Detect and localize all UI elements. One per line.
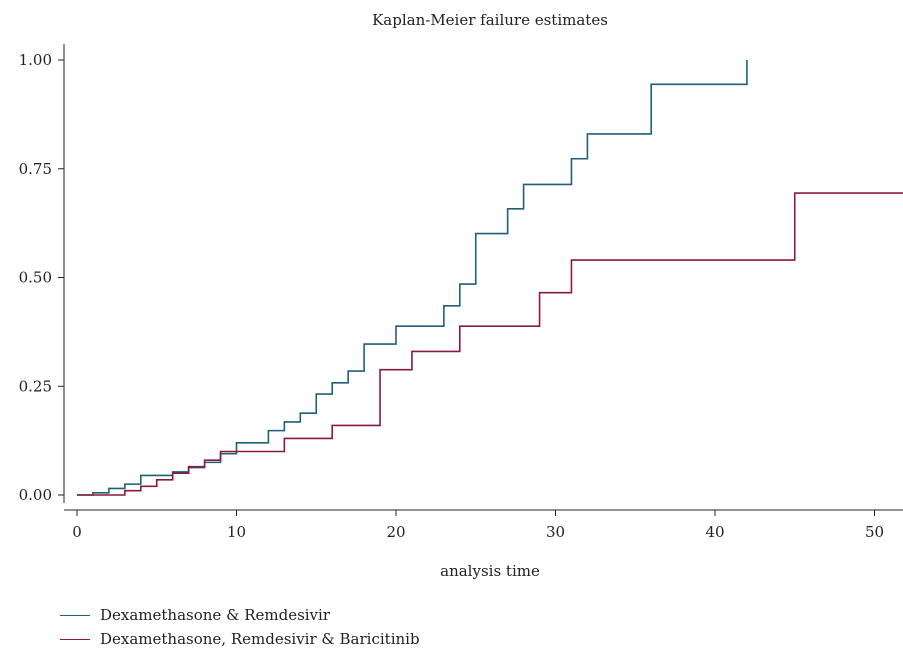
x-tick-label: 20: [386, 523, 405, 541]
series-lines: [77, 60, 903, 496]
x-tick-label: 50: [865, 523, 884, 541]
y-tick-label: 0.50: [19, 269, 52, 287]
km-chart: Kaplan-Meier failure estimates 0.000.250…: [19, 11, 903, 580]
series-line-1: [77, 192, 903, 496]
legend-label-dexa-remdesivir: Dexamethasone & Remdesivir: [100, 606, 331, 624]
x-axis-title: analysis time: [440, 562, 540, 580]
legend-swatch-dexa-remdesivir-baricitinib: [60, 638, 90, 640]
legend-label-dexa-remdesivir-baricitinib: Dexamethasone, Remdesivir & Baricitinib: [100, 630, 420, 648]
x-tick-label: 40: [705, 523, 724, 541]
x-tick-label: 10: [227, 523, 246, 541]
chart-title: Kaplan-Meier failure estimates: [372, 11, 608, 29]
x-tick-label: 30: [546, 523, 565, 541]
axes: 0.00 0.25 0.50 0.75 1.00 0 10 20 30 40 50: [19, 44, 903, 541]
y-tick-label: 1.00: [19, 51, 52, 69]
legend: Dexamethasone & Remdesivir Dexamethasone…: [60, 603, 420, 651]
y-tick-label: 0.75: [19, 160, 52, 178]
legend-item-dexa-remdesivir-baricitinib: Dexamethasone, Remdesivir & Baricitinib: [60, 627, 420, 651]
y-tick-label: 0.25: [19, 377, 52, 395]
series-line-0: [77, 60, 748, 496]
y-tick-label: 0.00: [19, 486, 52, 504]
legend-swatch-dexa-remdesivir: [60, 614, 90, 616]
x-tick-label: 0: [72, 523, 82, 541]
legend-item-dexa-remdesivir: Dexamethasone & Remdesivir: [60, 603, 420, 627]
